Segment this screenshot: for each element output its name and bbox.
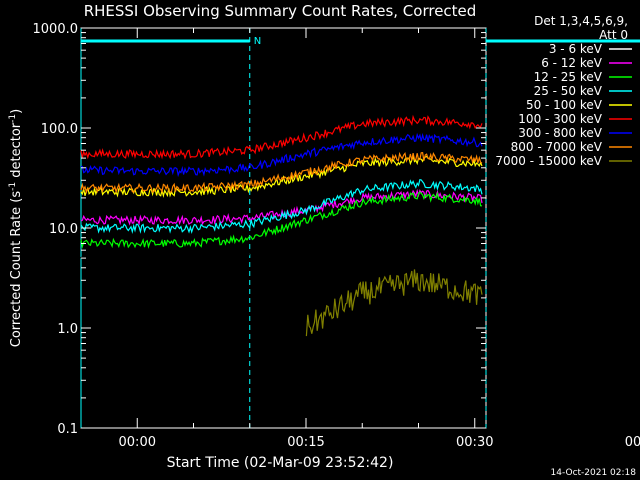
series-line: [80, 132, 483, 178]
series-line: [80, 205, 483, 265]
series-line: [80, 179, 483, 235]
y-label-main: Corrected Count Rate (s: [9, 191, 24, 348]
legend-entry-label: 12 - 25 keV: [534, 70, 603, 84]
legend-entry-label: 800 - 7000 keV: [511, 140, 603, 154]
legend-entry-label: 7000 - 15000 keV: [495, 154, 602, 168]
y-tick-label: 1000.0: [33, 22, 79, 37]
series-line: [305, 269, 483, 337]
y-tick-label: 10.0: [49, 222, 78, 237]
series-line: [80, 114, 483, 160]
series-line: [80, 191, 483, 249]
x-tick-label: 00:45: [625, 435, 640, 450]
x-tick-label: 00:30: [456, 435, 493, 450]
x-tick-label: 00:00: [119, 435, 156, 450]
legend-entry-label: 300 - 800 keV: [518, 126, 602, 140]
y-label-end: ): [9, 109, 24, 114]
y-tick-label: 1.0: [57, 322, 78, 337]
legend-entry-label: 100 - 300 keV: [518, 112, 602, 126]
y-axis-label: Corrected Count Rate (s-1 detector-1): [8, 109, 24, 347]
y-tick-label: 100.0: [41, 122, 78, 137]
legend-entry-label: 6 - 12 keV: [541, 56, 603, 70]
series-line: [80, 154, 483, 199]
y-label-sup2: -1: [8, 114, 18, 123]
legend-entry-label: 50 - 100 keV: [526, 98, 603, 112]
x-axis-label: Start Time (02-Mar-09 23:52:42): [167, 455, 394, 471]
y-axis: 0.1 1.0 10.0 100.0 1000.0: [33, 22, 486, 437]
legend-entry-label: 25 - 50 keV: [534, 84, 603, 98]
y-tick-label: 0.1: [57, 422, 78, 437]
night-label: N: [254, 36, 261, 47]
y-label-mid: detector: [9, 122, 24, 182]
series-layer: [80, 114, 483, 337]
legend-entry-label: 3 - 6 keV: [549, 42, 603, 56]
y-label-sup: -1: [8, 182, 18, 191]
chart-title: RHESSI Observing Summary Count Rates, Co…: [84, 2, 477, 20]
legend-header-line2: Att 0: [599, 28, 628, 42]
timestamp: 14-Oct-2021 02:18: [551, 468, 637, 478]
series-line: [80, 151, 483, 195]
x-tick-label: 00:15: [287, 435, 324, 450]
legend-header-line1: Det 1,3,4,5,6,9,: [534, 14, 628, 28]
